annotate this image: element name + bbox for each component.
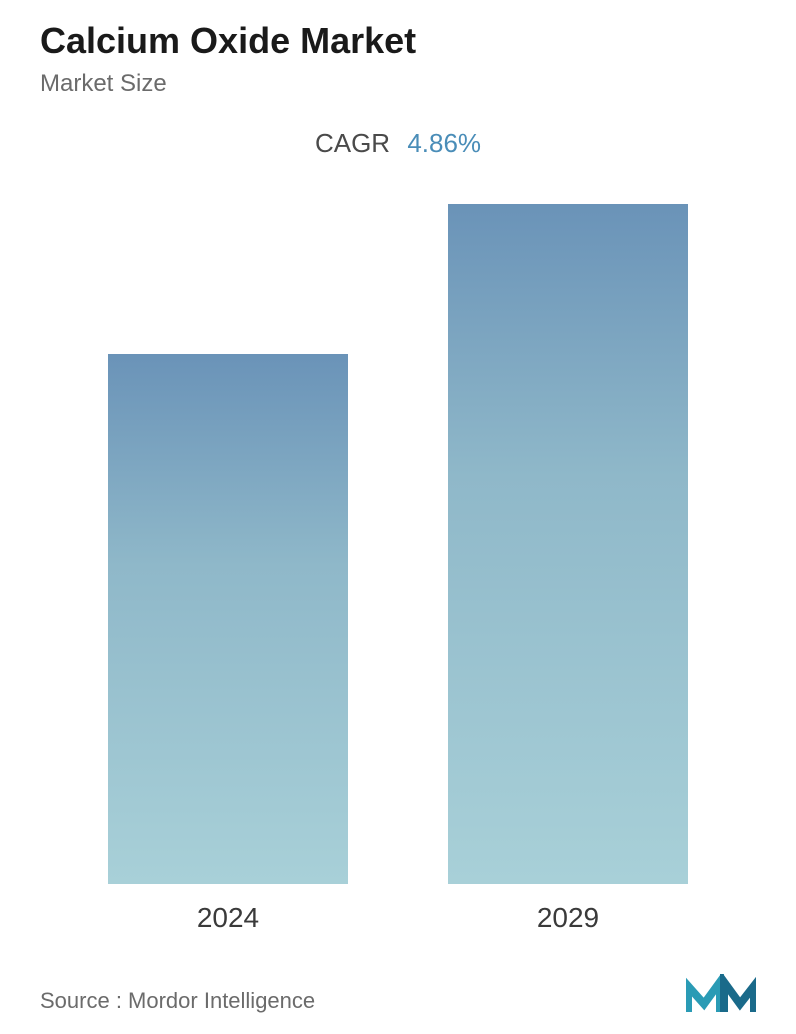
bar-2029 [448, 204, 688, 884]
source-text: Source : Mordor Intelligence [40, 988, 315, 1014]
footer: Source : Mordor Intelligence [40, 964, 756, 1014]
bar-group-0: 2024 [108, 354, 348, 934]
cagr-row: CAGR 4.86% [40, 128, 756, 159]
bar-group-1: 2029 [448, 204, 688, 934]
bar-chart-area: 2024 2029 [40, 169, 756, 934]
chart-container: Calcium Oxide Market Market Size CAGR 4.… [0, 0, 796, 1034]
chart-title: Calcium Oxide Market [40, 20, 756, 62]
bar-label-2029: 2029 [537, 902, 599, 934]
bar-label-2024: 2024 [197, 902, 259, 934]
cagr-label: CAGR [315, 128, 390, 158]
chart-subtitle: Market Size [40, 70, 756, 98]
bar-2024 [108, 354, 348, 884]
mordor-logo-icon [686, 974, 756, 1014]
cagr-value: 4.86% [407, 128, 481, 158]
